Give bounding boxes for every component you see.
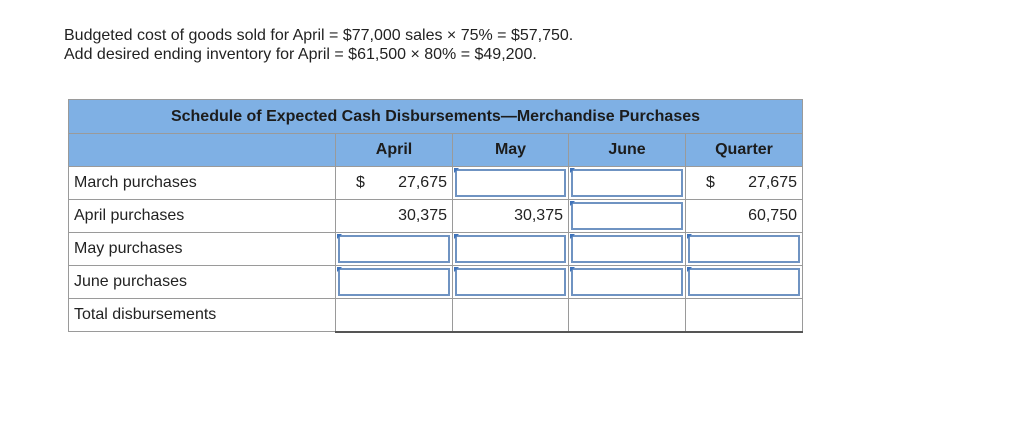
input-may-may[interactable]	[452, 232, 569, 266]
table-row-march: March purchases $ 27,675 $ 27,675	[68, 166, 803, 200]
input-marker-icon	[454, 234, 459, 239]
input-box[interactable]	[571, 235, 683, 263]
cell-march-april: $ 27,675	[335, 166, 453, 200]
input-marker-icon	[337, 267, 342, 272]
input-box[interactable]	[455, 268, 566, 296]
intro-line-1: Budgeted cost of goods sold for April = …	[64, 27, 574, 44]
cell-total-june	[568, 298, 686, 333]
input-marker-icon	[337, 234, 342, 239]
input-box[interactable]	[571, 169, 683, 197]
input-marker-icon	[687, 234, 692, 239]
row-label-may: May purchases	[68, 232, 336, 266]
row-label-total: Total disbursements	[68, 298, 336, 332]
input-box[interactable]	[571, 268, 683, 296]
input-box[interactable]	[688, 235, 800, 263]
input-march-may[interactable]	[452, 166, 569, 200]
input-april-june[interactable]	[568, 199, 686, 233]
cell-total-may	[452, 298, 569, 333]
input-june-may[interactable]	[452, 265, 569, 299]
input-june-june[interactable]	[568, 265, 686, 299]
value-april-quarter: 60,750	[748, 207, 797, 224]
input-may-june[interactable]	[568, 232, 686, 266]
value-april-april: 30,375	[398, 207, 447, 224]
input-marker-icon	[570, 267, 575, 272]
input-marker-icon	[687, 267, 692, 272]
intro-text: Budgeted cost of goods sold for April = …	[64, 26, 573, 64]
cell-april-april: 30,375	[335, 199, 453, 233]
col-header-quarter: Quarter	[685, 133, 803, 167]
input-box[interactable]	[338, 235, 450, 263]
value-april-may: 30,375	[514, 207, 563, 224]
input-marker-icon	[454, 168, 459, 173]
value-march-quarter: 27,675	[748, 174, 797, 191]
col-header-april: April	[335, 133, 453, 167]
cell-april-may: 30,375	[452, 199, 569, 233]
input-march-june[interactable]	[568, 166, 686, 200]
header-blank	[68, 133, 336, 167]
value-march-april: 27,675	[398, 174, 447, 191]
input-marker-icon	[570, 234, 575, 239]
col-header-june: June	[568, 133, 686, 167]
input-box[interactable]	[338, 268, 450, 296]
cash-disbursements-schedule: Schedule of Expected Cash Disbursements—…	[68, 99, 803, 333]
input-marker-icon	[570, 168, 575, 173]
table-row-june: June purchases	[68, 265, 803, 299]
cell-march-quarter: $ 27,675	[685, 166, 803, 200]
col-header-may: May	[452, 133, 569, 167]
input-june-quarter[interactable]	[685, 265, 803, 299]
row-label-april: April purchases	[68, 199, 336, 233]
input-box[interactable]	[571, 202, 683, 230]
input-may-april[interactable]	[335, 232, 453, 266]
intro-line-2: Add desired ending inventory for April =…	[64, 46, 537, 63]
input-box[interactable]	[455, 169, 566, 197]
cell-total-quarter	[685, 298, 803, 333]
input-marker-icon	[454, 267, 459, 272]
input-may-quarter[interactable]	[685, 232, 803, 266]
row-label-june: June purchases	[68, 265, 336, 299]
input-june-april[interactable]	[335, 265, 453, 299]
dollar-sign: $	[356, 174, 365, 191]
row-label-march: March purchases	[68, 166, 336, 200]
table-row-april: April purchases 30,375 30,375 60,750	[68, 199, 803, 233]
cell-total-april	[335, 298, 453, 333]
cell-april-quarter: 60,750	[685, 199, 803, 233]
table-row-may: May purchases	[68, 232, 803, 266]
schedule-title: Schedule of Expected Cash Disbursements—…	[68, 99, 803, 134]
dollar-sign: $	[706, 174, 715, 191]
input-box[interactable]	[455, 235, 566, 263]
table-row-total: Total disbursements	[68, 298, 803, 333]
input-box[interactable]	[688, 268, 800, 296]
input-marker-icon	[570, 201, 575, 206]
